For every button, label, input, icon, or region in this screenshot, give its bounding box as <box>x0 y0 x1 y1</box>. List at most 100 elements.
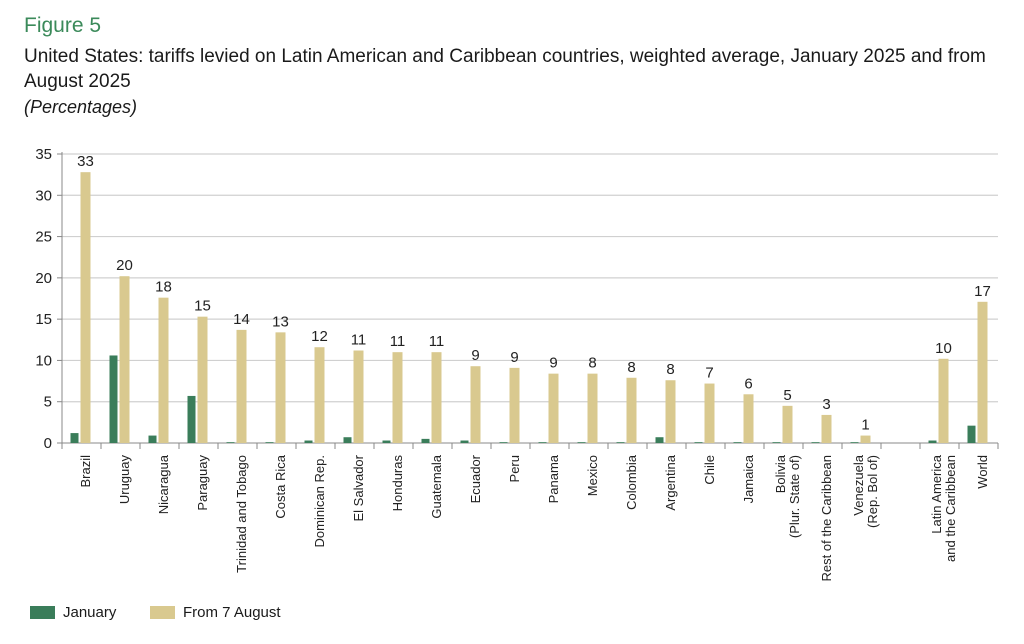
y-tick-label: 30 <box>35 187 52 204</box>
bar-august <box>431 352 442 443</box>
bar-january <box>70 433 79 443</box>
category-label: Nicaragua <box>156 454 171 514</box>
chart-title: United States: tariffs levied on Latin A… <box>24 46 986 92</box>
category-label: Brazil <box>78 455 93 488</box>
bar-january <box>928 440 937 443</box>
data-label: 6 <box>744 375 752 392</box>
category-label: Trinidad and Tobago <box>234 455 249 573</box>
legend-item-august: From 7 August <box>150 604 281 621</box>
bar-august <box>626 377 637 443</box>
data-label: 8 <box>627 359 635 376</box>
category-label: Honduras <box>390 455 405 512</box>
figure-label: Figure 5 <box>24 14 102 37</box>
y-tick-label: 35 <box>35 146 52 163</box>
bar-january <box>187 395 196 443</box>
bar-august <box>587 373 598 443</box>
category-label: Latin America <box>929 454 944 534</box>
bar-august <box>353 350 364 443</box>
bar-january <box>577 442 586 443</box>
data-label: 33 <box>77 153 94 170</box>
bar-january <box>421 438 430 443</box>
data-label: 14 <box>233 311 250 328</box>
bar-august <box>275 332 286 443</box>
bar-january <box>265 442 274 443</box>
data-label: 9 <box>549 355 557 372</box>
data-label: 8 <box>588 355 596 372</box>
bar-january <box>733 442 742 443</box>
bar-january <box>382 440 391 443</box>
category-label: Venezuela <box>851 454 866 515</box>
data-label: 15 <box>194 298 211 315</box>
data-label: 9 <box>471 347 479 364</box>
category-label: El Salvador <box>351 454 366 521</box>
bar-january <box>967 425 976 443</box>
chart-unit: (Percentages) <box>24 97 138 117</box>
bar-august <box>743 394 754 443</box>
data-label: 11 <box>429 333 445 350</box>
bar-january <box>655 437 664 443</box>
data-label: 18 <box>155 279 172 296</box>
bar-january <box>304 440 313 443</box>
bar-august <box>80 172 91 443</box>
category-label: World <box>975 455 990 489</box>
category-label: Costa Rica <box>273 454 288 518</box>
category-label: Uruguay <box>117 455 132 505</box>
legend-label-january: January <box>63 604 117 621</box>
bar-january <box>148 435 157 443</box>
data-label: 17 <box>974 283 991 300</box>
bar-august <box>548 373 559 443</box>
bar-january <box>499 442 508 443</box>
bar-august <box>977 301 988 443</box>
data-label: 13 <box>272 313 289 330</box>
category-label: Dominican Rep. <box>312 455 327 548</box>
y-tick-label: 25 <box>35 229 52 246</box>
category-label: Bolivia <box>773 454 788 493</box>
bar-january <box>460 440 469 443</box>
category-label: and the Caribbean <box>943 455 958 562</box>
bar-january <box>811 442 820 443</box>
category-label: Jamaica <box>741 454 756 503</box>
bar-august <box>782 405 793 443</box>
bar-january <box>616 442 625 443</box>
category-label: Chile <box>702 455 717 485</box>
data-label: 20 <box>116 257 133 274</box>
bar-august <box>470 366 481 443</box>
category-label: Guatemala <box>429 454 444 518</box>
data-label: 1 <box>861 417 869 434</box>
data-label: 11 <box>351 332 367 349</box>
category-label: Argentina <box>663 454 678 510</box>
category-label: Peru <box>507 455 522 482</box>
category-label: (Rep. Bol of) <box>865 455 880 528</box>
bar-january <box>109 355 118 443</box>
legend-swatch-january <box>30 606 55 619</box>
category-label: Colombia <box>624 454 639 510</box>
y-tick-label: 0 <box>44 435 52 452</box>
category-label: Mexico <box>585 455 600 496</box>
y-tick-label: 5 <box>44 394 52 411</box>
category-label: Panama <box>546 454 561 503</box>
bar-january <box>343 437 352 443</box>
bar-august <box>158 297 169 443</box>
bar-august <box>119 276 130 443</box>
category-label: Rest of the Caribbean <box>819 455 834 581</box>
legend-item-january: January <box>30 604 116 621</box>
bar-january <box>226 442 235 443</box>
legend-label-august: From 7 August <box>183 604 281 621</box>
category-label: (Plur. State of) <box>787 455 802 538</box>
bar-january <box>772 442 781 443</box>
data-label: 10 <box>935 340 952 357</box>
data-label: 3 <box>822 396 830 413</box>
bar-january <box>850 442 859 443</box>
bar-august <box>197 316 208 443</box>
y-tick-label: 20 <box>35 270 52 287</box>
data-label: 5 <box>783 387 791 404</box>
bar-january <box>538 442 547 443</box>
bar-august <box>509 367 520 443</box>
category-label: Paraguay <box>195 455 210 511</box>
bar-august <box>392 352 403 443</box>
y-tick-label: 10 <box>35 352 52 369</box>
data-label: 12 <box>311 328 328 345</box>
data-label: 9 <box>510 349 518 366</box>
data-label: 7 <box>705 365 713 382</box>
